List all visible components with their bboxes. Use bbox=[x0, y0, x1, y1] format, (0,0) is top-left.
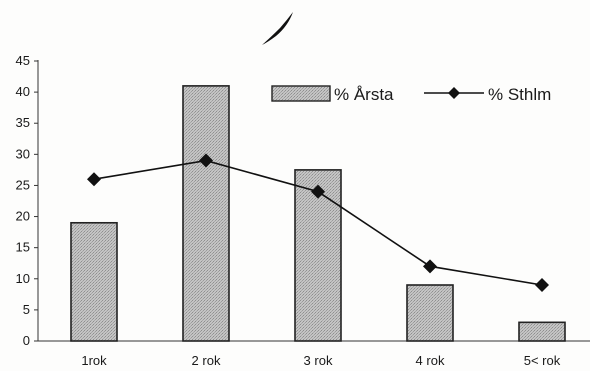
y-tick-label: 15 bbox=[16, 240, 30, 255]
point-sthlm bbox=[87, 172, 101, 187]
x-tick-label: 3 rok bbox=[304, 353, 333, 368]
legend-marker-sthlm bbox=[448, 87, 460, 99]
legend: % Årsta % Sthlm bbox=[271, 85, 551, 104]
bar-arsta bbox=[182, 85, 230, 342]
bar-arsta bbox=[70, 221, 118, 342]
legend-swatch-arsta bbox=[271, 85, 331, 102]
bars bbox=[70, 85, 566, 342]
point-sthlm bbox=[199, 153, 213, 168]
y-ticks: 0 5 10 15 20 25 30 35 40 45 bbox=[16, 53, 38, 348]
x-tick-label: 2 rok bbox=[192, 353, 221, 368]
line-series bbox=[87, 153, 549, 292]
y-tick-label: 40 bbox=[16, 84, 30, 99]
x-tick-label: 5< rok bbox=[524, 353, 561, 368]
point-sthlm bbox=[535, 278, 549, 292]
y-tick-label: 45 bbox=[16, 53, 30, 68]
point-sthlm bbox=[311, 184, 325, 199]
y-tick-label: 20 bbox=[16, 209, 30, 224]
y-tick-label: 10 bbox=[16, 271, 30, 286]
x-tick-labels: 1rok 2 rok 3 rok 4 rok 5< rok bbox=[81, 353, 560, 368]
y-tick-label: 0 bbox=[23, 333, 30, 348]
y-tick-label: 5 bbox=[23, 302, 30, 317]
y-tick-label: 35 bbox=[16, 115, 30, 130]
pen-stroke-mark bbox=[262, 12, 293, 45]
y-tick-label: 25 bbox=[16, 177, 30, 192]
bar-arsta bbox=[406, 284, 454, 342]
bar-arsta bbox=[518, 321, 566, 342]
legend-label-sthlm: % Sthlm bbox=[488, 85, 551, 104]
x-tick-label: 4 rok bbox=[416, 353, 445, 368]
x-tick-label: 1rok bbox=[81, 353, 107, 368]
legend-label-arsta: % Årsta bbox=[334, 85, 394, 104]
point-sthlm bbox=[423, 259, 437, 274]
y-tick-label: 30 bbox=[16, 146, 30, 161]
